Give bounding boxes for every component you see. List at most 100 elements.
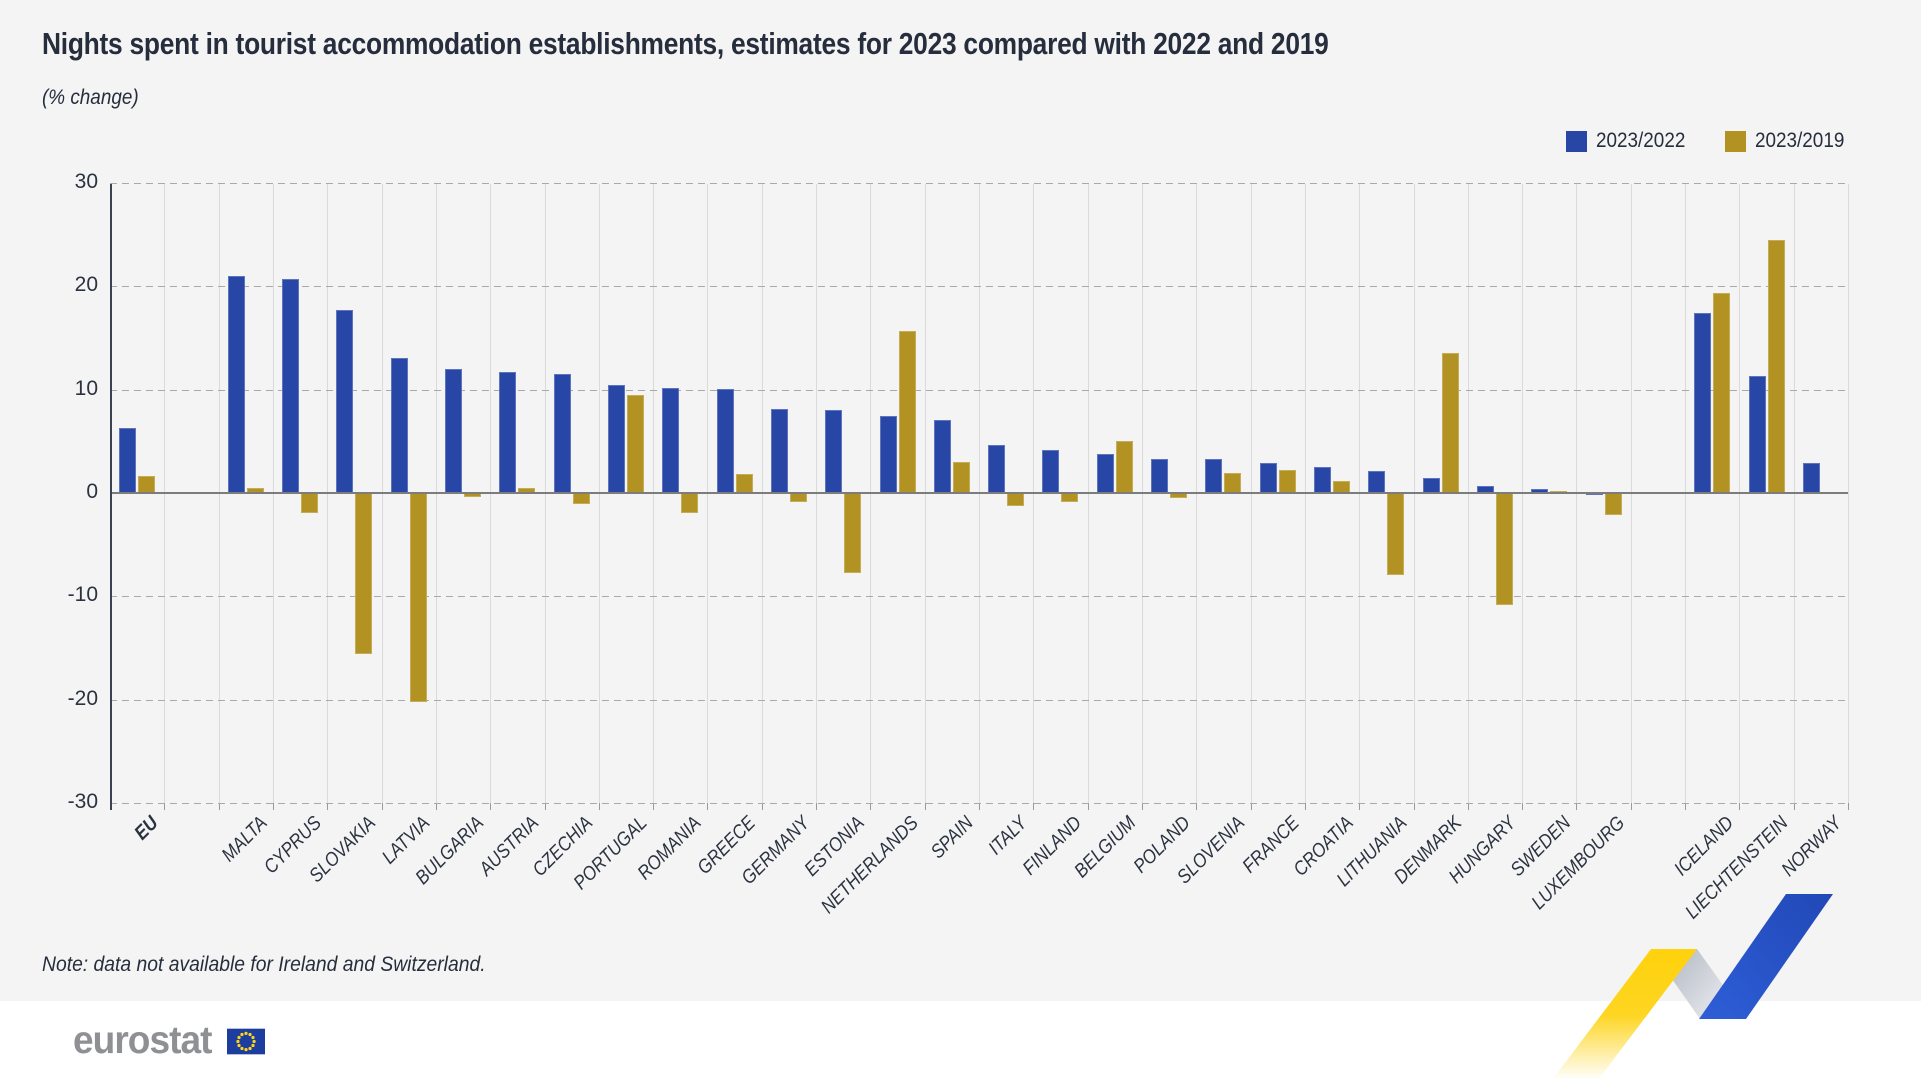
bar-iceland-2023-2019 <box>1713 292 1731 493</box>
bar-liechtenstein-2023-2019 <box>1767 239 1785 493</box>
eu-flag-icon <box>226 1028 265 1055</box>
legend: 2023/2022 2023/2019 <box>1566 129 1855 153</box>
bar-lithuania-2023-2019 <box>1387 493 1405 575</box>
bar-luxembourg-2023-2019 <box>1604 493 1622 515</box>
x-axis-tick <box>979 802 980 810</box>
bar-czechia-2023-2019 <box>572 493 590 505</box>
x-axis-tick <box>1793 802 1795 810</box>
bar-sweden-2023-2019 <box>1550 490 1568 493</box>
x-axis-tick <box>1685 802 1687 810</box>
eurostat-logo-text: eurostat <box>73 1018 213 1062</box>
y-axis-label-0: 0 <box>86 480 98 503</box>
x-axis-tick <box>1413 802 1415 810</box>
x-axis-tick <box>598 802 600 810</box>
bar-bulgaria-2023-2022 <box>445 369 463 493</box>
bar-malta-2023-2022 <box>227 276 245 493</box>
x-axis-tick <box>1848 802 1849 810</box>
gridline--20 <box>110 699 1848 701</box>
bar-latvia-2023-2019 <box>409 493 427 702</box>
gridline--30 <box>110 802 1848 804</box>
x-axis-tick <box>327 802 329 810</box>
x-axis-tick <box>1576 802 1578 810</box>
vertical-gridline <box>1848 184 1849 803</box>
legend-label-2023-2019: 2023/2019 <box>1755 129 1845 152</box>
zero-baseline <box>110 492 1848 494</box>
bar-italy-2023-2022 <box>988 445 1006 493</box>
bar-spain-2023-2022 <box>933 419 951 493</box>
bar-austria-2023-2019 <box>518 487 536 493</box>
x-axis-tick <box>1739 802 1741 810</box>
bar-latvia-2023-2022 <box>390 357 408 493</box>
bar-czechia-2023-2022 <box>553 374 571 493</box>
bar-austria-2023-2022 <box>499 372 517 493</box>
x-axis-tick <box>381 802 383 810</box>
bar-poland-2023-2019 <box>1170 493 1188 499</box>
bar-hungary-2023-2022 <box>1476 485 1494 493</box>
chart-subtitle: (% change) <box>42 86 139 109</box>
xlabel-netherlands: NETHERLANDS <box>817 812 924 918</box>
gridline-20 <box>110 286 1848 288</box>
bar-estonia-2023-2019 <box>844 493 862 573</box>
x-axis-tick <box>924 802 926 810</box>
footnote: Note: data not available for Ireland and… <box>42 953 486 976</box>
bar-luxembourg-2023-2022 <box>1585 493 1603 496</box>
x-axis-tick <box>218 802 220 810</box>
bar-belgium-2023-2019 <box>1115 441 1133 493</box>
x-axis-tick <box>707 802 709 810</box>
x-axis-tick <box>870 802 872 810</box>
bar-liechtenstein-2023-2022 <box>1748 376 1766 493</box>
footer-band: eurostat <box>0 1001 1921 1080</box>
bar-romania-2023-2022 <box>662 387 680 493</box>
bar-denmark-2023-2022 <box>1422 477 1440 493</box>
page-title: Nights spent in tourist accommodation es… <box>42 26 1329 61</box>
legend-swatch-2023-2022 <box>1566 130 1587 152</box>
bar-belgium-2023-2022 <box>1096 453 1114 493</box>
bar-hungary-2023-2019 <box>1495 493 1513 605</box>
bar-croatia-2023-2019 <box>1333 480 1351 493</box>
bar-slovakia-2023-2022 <box>336 310 354 493</box>
x-axis-tick <box>1087 802 1089 810</box>
x-axis-tick <box>1196 802 1198 810</box>
eurostat-logo: eurostat <box>73 1001 265 1080</box>
x-axis-tick <box>1304 802 1306 810</box>
bar-denmark-2023-2019 <box>1441 352 1459 493</box>
y-axis-label--20: -20 <box>67 686 98 710</box>
bar-finland-2023-2019 <box>1061 493 1079 503</box>
bar-france-2023-2022 <box>1259 463 1277 493</box>
bar-portugal-2023-2022 <box>607 384 625 493</box>
bar-poland-2023-2022 <box>1151 458 1169 493</box>
bar-netherlands-2023-2022 <box>879 415 897 493</box>
bar-cyprus-2023-2019 <box>301 493 319 513</box>
x-axis-tick <box>761 802 763 810</box>
xlabel-spain: SPAIN <box>926 812 978 864</box>
bar-cyprus-2023-2022 <box>282 279 300 493</box>
bar-italy-2023-2019 <box>1007 493 1025 507</box>
legend-label-2023-2022: 2023/2022 <box>1596 129 1686 152</box>
bar-bulgaria-2023-2019 <box>464 493 482 498</box>
bar-germany-2023-2019 <box>789 493 807 503</box>
x-axis-tick <box>816 802 818 810</box>
bar-spain-2023-2019 <box>952 462 970 493</box>
y-axis-label-20: 20 <box>74 273 98 297</box>
y-axis-line <box>110 184 112 810</box>
bar-eu-2023-2019 <box>138 476 156 493</box>
y-axis-label-30: 30 <box>74 170 98 194</box>
gridline-10 <box>110 389 1848 391</box>
gridline--10 <box>110 596 1848 598</box>
bar-malta-2023-2019 <box>246 487 264 493</box>
bar-greece-2023-2022 <box>716 388 734 493</box>
y-axis-label--10: -10 <box>67 583 98 607</box>
bar-lithuania-2023-2022 <box>1368 471 1386 493</box>
bar-croatia-2023-2022 <box>1314 467 1332 493</box>
bar-germany-2023-2022 <box>770 409 788 493</box>
bar-norway-2023-2022 <box>1802 463 1820 493</box>
bar-iceland-2023-2022 <box>1694 313 1712 493</box>
x-axis-tick <box>1522 802 1524 810</box>
x-axis-tick <box>1467 802 1469 810</box>
bar-portugal-2023-2019 <box>626 394 644 493</box>
xlabel-eu: EU <box>130 812 163 845</box>
bar-eu-2023-2022 <box>119 427 137 493</box>
bar-estonia-2023-2022 <box>825 410 843 493</box>
